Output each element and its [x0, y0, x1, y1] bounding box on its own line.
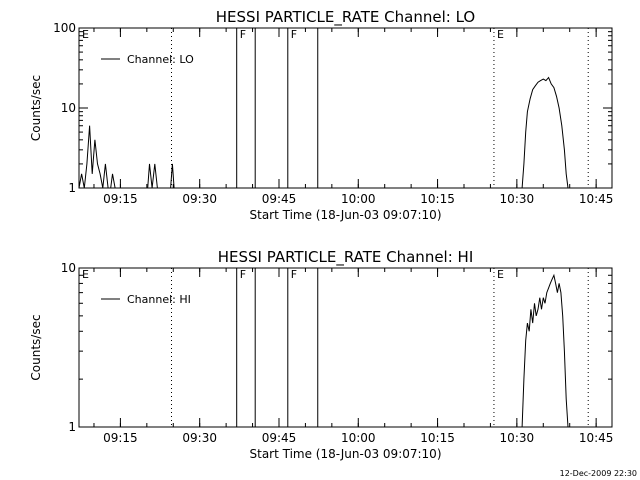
chart-1-event-marker-label: E [497, 28, 504, 41]
chart-2-x-tick-label: 10:00 [341, 431, 376, 445]
chart-1-event-marker-label: F [240, 28, 246, 41]
chart-2-x-tick-label: 10:30 [500, 431, 535, 445]
chart-1-x-tick-label: 10:15 [420, 192, 455, 206]
chart-2-x-tick-label: 09:30 [182, 431, 217, 445]
chart-2-y-tick-label: 1 [68, 420, 76, 434]
chart-1-x-tick-label: 10:30 [500, 192, 535, 206]
chart-1-x-axis-label: Start Time (18-Jun-03 09:07:10) [250, 208, 442, 222]
chart-1-plot-frame [78, 27, 613, 189]
chart-1-y-tick-label: 1 [68, 181, 76, 195]
footer-timestamp: 12-Dec-2009 22:30 [560, 469, 637, 478]
chart-1-y-axis-label: Counts/sec [29, 75, 43, 141]
chart-2-y-axis-label: Counts/sec [29, 314, 43, 380]
chart-1-legend-label: Channel: LO [127, 53, 194, 66]
chart-1-event-marker-label: F [291, 28, 297, 41]
chart-2-event-marker-label: F [291, 268, 297, 281]
chart-2-y-tick-label: 10 [61, 261, 76, 275]
chart-1-x-tick-label: 09:45 [262, 192, 297, 206]
chart-2-x-tick-label: 09:15 [103, 431, 138, 445]
chart-2-x-axis-label: Start Time (18-Jun-03 09:07:10) [250, 447, 442, 461]
chart-1-x-tick-label: 09:15 [103, 192, 138, 206]
chart-2-legend-label: Channel: HI [127, 293, 191, 306]
chart-2-event-marker-label: F [240, 268, 246, 281]
chart-1-event-marker-label: E [82, 28, 89, 41]
chart-1: HESSI PARTICLE_RATE Channel: LO Counts/se… [29, 8, 613, 222]
chart-1-y-tick-label: 10 [61, 101, 76, 115]
chart-2-x-tick-label: 10:15 [420, 431, 455, 445]
chart-1-title: HESSI PARTICLE_RATE Channel: LO [216, 8, 475, 27]
chart-2-x-tick-label: 10:45 [579, 431, 614, 445]
chart-1-x-tick-label: 10:00 [341, 192, 376, 206]
chart-2-plot-frame [78, 267, 613, 428]
chart-1-x-tick-label: 10:45 [579, 192, 614, 206]
chart-2: HESSI PARTICLE_RATE Channel: HI Counts/se… [29, 248, 613, 461]
chart-1-y-tick-label: 100 [53, 21, 76, 35]
chart-1-series-1-line [78, 76, 569, 189]
chart-2-x-tick-label: 09:45 [262, 431, 297, 445]
chart-2-title: HESSI PARTICLE_RATE Channel: HI [218, 248, 474, 267]
chart-2-series-1-line [521, 273, 569, 428]
chart-2-event-marker-label: E [82, 268, 89, 281]
chart-2-event-marker-label: E [497, 268, 504, 281]
chart-1-x-tick-label: 09:30 [182, 192, 217, 206]
